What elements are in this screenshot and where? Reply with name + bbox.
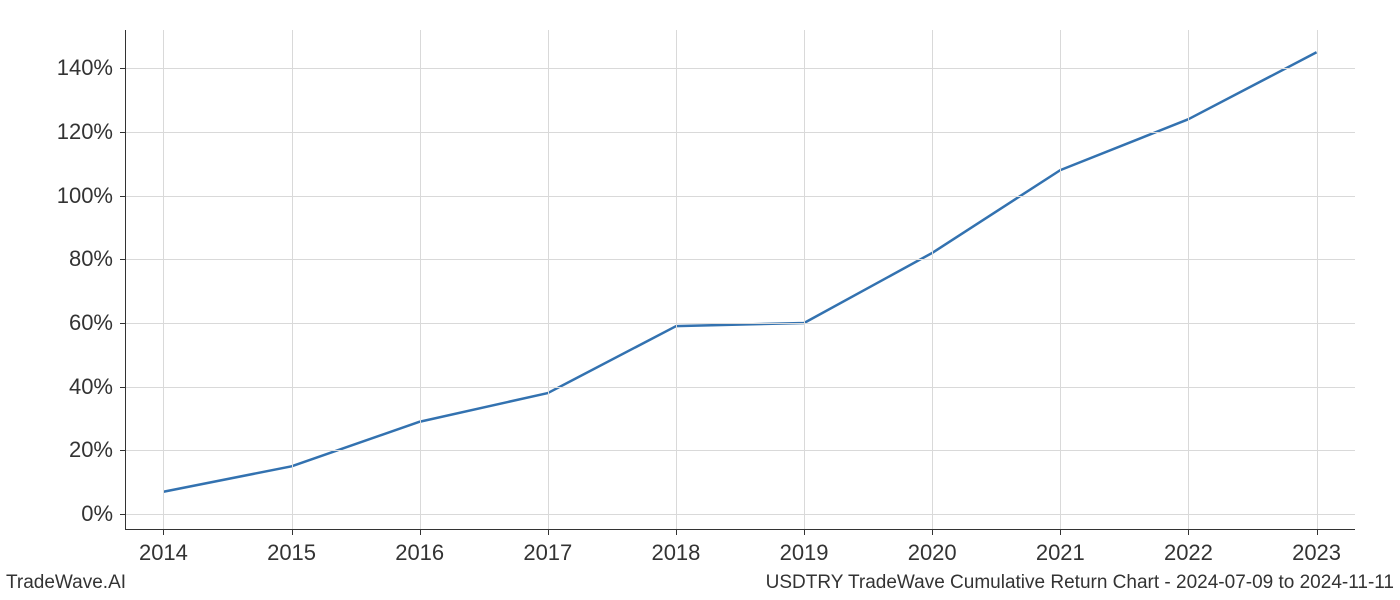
x-tick-label: 2017: [523, 540, 572, 566]
line-series: [125, 30, 1355, 530]
x-gridline: [292, 30, 293, 530]
x-tick: [292, 530, 293, 535]
plot-area: 2014201520162017201820192020202120222023…: [125, 30, 1355, 530]
x-tick: [676, 530, 677, 535]
x-tick: [804, 530, 805, 535]
y-tick-label: 20%: [69, 437, 113, 463]
x-tick-label: 2016: [395, 540, 444, 566]
x-tick-label: 2014: [139, 540, 188, 566]
y-gridline: [125, 323, 1355, 324]
footer-left-label: TradeWave.AI: [6, 572, 126, 594]
y-tick-label: 60%: [69, 310, 113, 336]
y-tick-label: 120%: [57, 119, 113, 145]
x-gridline: [932, 30, 933, 530]
x-tick: [548, 530, 549, 535]
y-axis-spine: [125, 30, 126, 530]
x-gridline: [676, 30, 677, 530]
x-gridline: [1188, 30, 1189, 530]
y-gridline: [125, 259, 1355, 260]
y-gridline: [125, 387, 1355, 388]
y-gridline: [125, 68, 1355, 69]
x-gridline: [1060, 30, 1061, 530]
y-tick-label: 140%: [57, 55, 113, 81]
y-gridline: [125, 196, 1355, 197]
x-gridline: [1317, 30, 1318, 530]
y-gridline: [125, 450, 1355, 451]
x-tick-label: 2022: [1164, 540, 1213, 566]
x-gridline: [163, 30, 164, 530]
y-tick-label: 100%: [57, 183, 113, 209]
footer-right-label: USDTRY TradeWave Cumulative Return Chart…: [766, 572, 1394, 594]
x-gridline: [804, 30, 805, 530]
x-tick-label: 2019: [780, 540, 829, 566]
x-tick: [1060, 530, 1061, 535]
x-gridline: [420, 30, 421, 530]
x-gridline: [548, 30, 549, 530]
x-tick: [932, 530, 933, 535]
chart-container: 2014 2015 2016 2017 2018 2019 2020 2021 2022 2023…: [0, 0, 1400, 600]
y-gridline: [125, 514, 1355, 515]
series-line: [163, 52, 1316, 491]
x-tick-label: 2018: [651, 540, 700, 566]
x-tick-label: 2020: [908, 540, 957, 566]
x-tick: [1188, 530, 1189, 535]
x-axis-spine: [125, 529, 1355, 530]
x-tick-label: 2015: [267, 540, 316, 566]
x-tick-label: 2023: [1292, 540, 1341, 566]
x-tick: [420, 530, 421, 535]
y-tick-label: 80%: [69, 246, 113, 272]
x-tick: [1317, 530, 1318, 535]
x-tick-label: 2021: [1036, 540, 1085, 566]
x-tick: [163, 530, 164, 535]
y-tick-label: 40%: [69, 374, 113, 400]
y-gridline: [125, 132, 1355, 133]
y-tick-label: 0%: [81, 501, 113, 527]
